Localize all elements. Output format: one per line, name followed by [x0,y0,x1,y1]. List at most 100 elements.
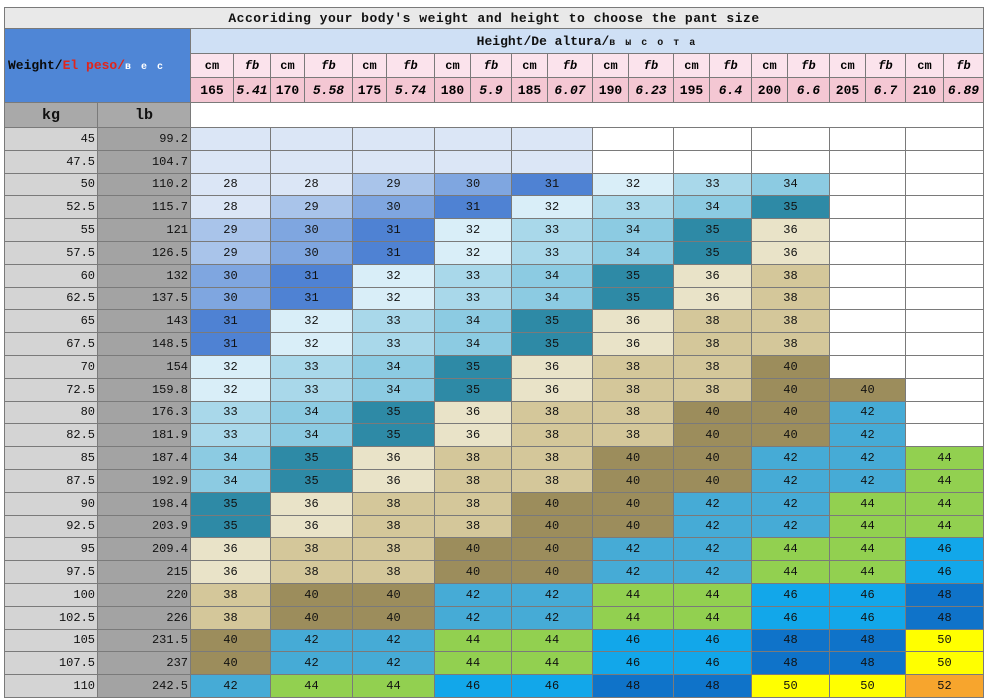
weight-lb-cell: 159.8 [97,377,191,402]
unit-cm-label: cm [190,53,234,78]
size-cell: 46 [673,628,752,653]
size-cell: 46 [751,605,830,630]
table-row: 45 99.2 [4,127,984,151]
weight-kg-cell: 67.5 [4,332,98,356]
size-cell: 33 [434,263,512,288]
size-cell: 44 [829,560,906,584]
size-cell: 40 [673,446,752,470]
table-row: 87.5 192.9 34 35 36 38 38 40 40 42 42 44 [4,468,984,493]
size-cell: 38 [673,354,752,379]
size-cell: 33 [592,195,674,220]
size-cell: 35 [592,263,674,288]
size-cell: 44 [829,491,906,516]
size-cell: 35 [352,423,435,448]
size-cell: 32 [190,354,271,379]
size-cell [829,354,906,379]
size-cell: 34 [352,354,435,379]
weight-lb-cell: 176.3 [97,400,191,425]
size-cell: 38 [434,446,512,470]
unit-cm-label: cm [270,53,305,78]
size-cell: 40 [511,514,593,539]
weight-kg-cell: 62.5 [4,286,98,311]
weight-lb-cell: 187.4 [97,446,191,470]
size-cell: 38 [751,286,830,311]
height-cm-value: 200 [751,77,788,103]
unit-fb-label: fb [304,53,353,78]
unit-cm-label: cm [905,53,944,78]
size-cell: 46 [905,537,984,562]
size-cell: 32 [434,240,512,265]
weight-lb-cell: 110.2 [97,172,191,197]
table-row: 47.5 104.7 [4,149,984,174]
size-cell [270,127,353,151]
size-cell [751,149,830,174]
weight-kg-cell: 60 [4,263,98,288]
size-cell [270,149,353,174]
size-cell [905,423,984,448]
size-cell: 52 [905,674,984,698]
height-header-en-es: Height/De altura/ [476,33,610,49]
size-cell: 35 [434,377,512,402]
height-ft-value: 6.7 [865,77,906,103]
size-cell: 38 [511,468,593,493]
size-cell: 42 [829,423,906,448]
size-cell: 44 [592,605,674,630]
weight-kg-cell: 105 [4,628,98,653]
size-cell: 42 [352,651,435,676]
size-cell: 44 [905,514,984,539]
size-cell: 40 [352,605,435,630]
height-ft-value: 5.74 [386,77,435,103]
height-ft-value: 6.6 [787,77,830,103]
size-cell: 40 [592,446,674,470]
height-ft-value: 6.07 [547,77,593,103]
size-cell: 36 [673,263,752,288]
weight-kg-cell: 55 [4,218,98,242]
unit-cm-label: cm [829,53,866,78]
weight-kg-cell: 95 [4,537,98,562]
size-cell: 40 [751,400,830,425]
size-cell: 31 [270,286,353,311]
weight-lb-cell: 215 [97,560,191,584]
size-cell: 32 [592,172,674,197]
weight-lb-cell: 220 [97,582,191,607]
size-cell: 44 [352,674,435,698]
size-cell: 31 [190,332,271,356]
size-cell: 36 [434,423,512,448]
size-cell [905,149,984,174]
size-cell: 48 [592,674,674,698]
size-cell: 40 [592,514,674,539]
size-cell: 35 [511,309,593,334]
size-cell: 30 [190,263,271,288]
weight-lb-cell: 126.5 [97,240,191,265]
height-header-ru: в ы с о т а [609,37,698,49]
unit-cm-label: cm [673,53,710,78]
size-cell: 40 [352,582,435,607]
size-cell: 46 [511,674,593,698]
table-row: 105 231.5 40 42 42 44 44 46 46 48 48 50 [4,628,984,653]
height-cm-value: 170 [270,77,305,103]
size-cell: 48 [829,651,906,676]
table-row: 92.5 203.9 35 36 38 38 40 40 42 42 44 44 [4,514,984,539]
size-cell: 42 [270,651,353,676]
size-cell: 46 [905,560,984,584]
size-cell: 36 [190,537,271,562]
size-cell: 36 [190,560,271,584]
size-cell [434,149,512,174]
weight-header-ru: в е с [125,62,166,73]
size-cell [352,149,435,174]
size-cell: 32 [352,286,435,311]
size-cell [905,286,984,311]
table-row: 80 176.3 33 34 35 36 38 38 40 40 42 [4,400,984,425]
size-cell: 38 [751,263,830,288]
size-cell: 38 [352,491,435,516]
unit-fb-label: fb [628,53,674,78]
size-cell: 42 [829,446,906,470]
weight-kg-cell: 107.5 [4,651,98,676]
size-cell: 46 [751,582,830,607]
table-row: 100 220 38 40 40 42 42 44 44 46 46 48 [4,582,984,607]
size-cell: 44 [511,651,593,676]
size-cell: 32 [352,263,435,288]
weight-lb-cell: 231.5 [97,628,191,653]
weight-kg-cell: 52.5 [4,195,98,220]
size-cell: 46 [592,628,674,653]
